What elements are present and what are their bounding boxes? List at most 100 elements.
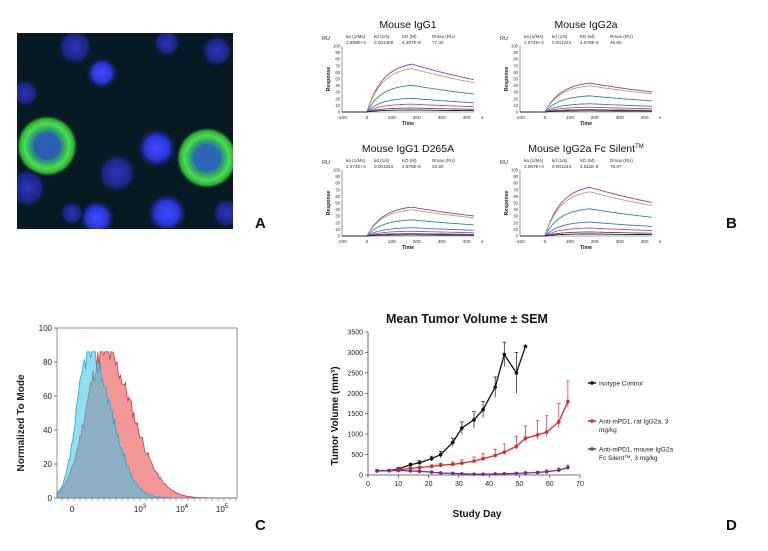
spr-kinetic-header: ka (1/Ms): [346, 158, 366, 163]
tv-data-point: [460, 471, 464, 476]
spr-y-tick-label: 10: [513, 227, 518, 232]
tv-x-tick-label: 30: [455, 481, 463, 488]
spr-kinetic-header: ka (1/Ms): [346, 34, 366, 39]
spr-sensorgram: Mouse IgG2a RU ka (1/Ms) kd (1/s) KD (M) Rmax…: [500, 19, 662, 127]
tv-data-point: [396, 468, 401, 473]
spr-y-tick-label: 0: [516, 110, 519, 115]
tv-data-point: [438, 463, 443, 467]
spr-kinetic-value: 46.80: [610, 40, 622, 45]
tv-data-point: [472, 459, 476, 463]
spr-kinetic-value: 0.001224: [374, 164, 394, 169]
tv-data-point: [535, 433, 540, 437]
spr-title: Mouse IgG2a: [554, 19, 617, 31]
tv-data-point: [493, 472, 497, 476]
spr-kinetic-header: Rmax (RU): [610, 158, 633, 163]
flow-x-tick-exponent: 3: [143, 504, 147, 510]
spr-x-unit: s: [659, 116, 662, 121]
spr-x-tick-label: 0: [544, 239, 547, 245]
tv-data-point: [408, 469, 413, 473]
tv-data-point: [375, 469, 379, 473]
spr-y-tick-label: 90: [335, 174, 340, 179]
spr-y-tick-label: 20: [335, 220, 340, 225]
spr-x-axis-label: Time: [402, 121, 414, 127]
spr-ru-label: RU: [500, 160, 508, 166]
spr-y-tick-label: 30: [335, 214, 340, 219]
spr-x-tick-label: 400: [641, 115, 649, 121]
flow-y-axis-label: Normalized To Mode: [16, 374, 27, 471]
spr-sensorgram: Mouse IgG1 RU ka (1/Ms) kd (1/s) KD (M) Rmax …: [322, 19, 484, 127]
spr-title: Mouse IgG2a Fc SilentTM: [528, 143, 643, 155]
flow-x-tick-label: 105: [216, 504, 229, 514]
spr-ru-label: RU: [322, 160, 330, 166]
spr-kinetic-value: 0.001244: [552, 164, 572, 169]
spr-x-tick-label: 400: [641, 239, 649, 245]
panel-c-flow-histogram: Normalized To Mode 0 20 40 60 80 100 0 103 104 1…: [12, 318, 242, 530]
spr-kinetic-value: 2.899E+4: [346, 40, 366, 45]
spr-y-tick-label: 20: [513, 96, 518, 101]
spr-x-tick-label: 300: [438, 239, 446, 245]
tv-data-point: [502, 471, 507, 476]
spr-y-tick-label: 50: [513, 77, 518, 82]
spr-x-axis-label: Time: [580, 245, 592, 251]
spr-kinetic-header: KD (M): [402, 34, 417, 39]
spr-y-tick-label: 10: [513, 103, 518, 108]
spr-x-axis-label: Time: [402, 245, 414, 251]
tv-x-tick-label: 40: [485, 481, 493, 488]
spr-y-tick-label: 40: [513, 207, 518, 212]
tv-x-tick-label: 0: [366, 481, 370, 488]
flow-y-tick-label: 20: [43, 460, 52, 469]
spr-y-tick-label: 20: [335, 96, 340, 101]
spr-y-tick-label: 40: [335, 207, 340, 212]
tv-data-point: [523, 344, 528, 349]
tv-data-point: [523, 436, 528, 441]
spr-y-tick-label: 0: [338, 234, 341, 239]
spr-x-tick-label: 100: [388, 115, 396, 121]
tv-data-point: [429, 464, 434, 469]
spr-x-tick-label: 400: [463, 239, 471, 245]
tv-data-point: [438, 452, 443, 457]
spr-y-axis-label: Response: [504, 66, 510, 91]
tv-y-tick-label: 500: [351, 452, 363, 459]
tv-data-point: [451, 440, 455, 445]
spr-x-tick-label: -100: [337, 239, 347, 245]
spr-x-tick-label: 200: [591, 239, 599, 245]
spr-y-tick-label: 70: [335, 187, 340, 192]
spr-binding-curve: [520, 233, 652, 237]
flow-x-tick-label: 0: [70, 505, 75, 514]
spr-binding-curve: [520, 186, 653, 237]
panel-label-d: D: [726, 517, 737, 534]
tv-y-tick-label: 1500: [347, 411, 363, 418]
spr-y-tick-label: 0: [516, 234, 519, 239]
spr-y-tick-label: 0: [338, 110, 341, 115]
spr-x-unit: s: [481, 240, 484, 245]
flow-x-tick-exponent: 5: [225, 504, 229, 510]
tv-data-point: [481, 472, 485, 476]
spr-kinetic-value: 2.697E+4: [524, 164, 544, 169]
tv-x-tick-label: 60: [546, 481, 554, 488]
spr-x-tick-label: 100: [388, 239, 396, 245]
spr-x-unit: s: [481, 116, 484, 121]
tv-data-point: [417, 460, 422, 465]
tv-data-point: [566, 465, 570, 470]
tv-y-tick-label: 1000: [347, 432, 363, 439]
tv-data-point: [387, 468, 391, 473]
tv-data-point: [417, 465, 422, 470]
spr-y-tick-label: 50: [513, 201, 518, 206]
tv-data-point: [472, 472, 476, 476]
spr-title: Mouse IgG1: [379, 19, 436, 31]
tv-data-point: [502, 450, 507, 454]
spr-x-tick-label: 300: [616, 115, 624, 121]
spr-kinetic-value: 2.674E+4: [346, 164, 366, 169]
spr-kinetic-value: 46.80: [432, 164, 444, 169]
spr-y-tick-label: 100: [333, 44, 341, 49]
spr-kinetic-header: ka (1/Ms): [524, 158, 544, 163]
tv-legend-marker: [590, 419, 594, 423]
spr-title-superscript: TM: [635, 144, 644, 150]
flow-y-tick-label: 80: [43, 358, 52, 367]
spr-x-tick-label: -100: [515, 239, 525, 245]
tv-data-point: [481, 407, 485, 412]
flow-x-tick-label: 104: [176, 504, 189, 514]
spr-y-tick-label: 40: [335, 83, 340, 88]
flow-y-tick-label: 40: [43, 426, 52, 435]
spr-y-tick-label: 100: [511, 168, 519, 173]
